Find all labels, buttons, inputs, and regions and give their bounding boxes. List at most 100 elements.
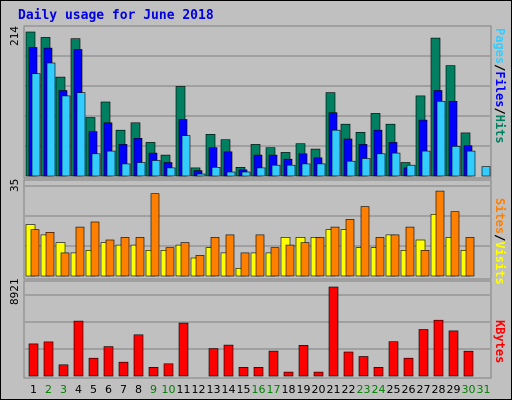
sites-bar: [225, 234, 235, 277]
x-tick-label: 31: [477, 383, 491, 396]
kbytes-bar: [73, 320, 84, 377]
kbytes-ymax-label: 8921: [8, 279, 21, 306]
hits-legend-part: /: [493, 64, 507, 71]
chart-panels: [23, 25, 492, 379]
kbytes-bar: [28, 343, 39, 377]
pages-bar: [361, 158, 371, 177]
pages-bar: [286, 164, 296, 177]
x-tick-label: 20: [312, 383, 326, 396]
x-tick-label: 27: [417, 383, 431, 396]
sites-bar: [465, 237, 475, 277]
sites-bar: [180, 242, 190, 277]
pages-bar: [31, 73, 41, 177]
x-tick-label: 23: [357, 383, 371, 396]
x-tick-label: 14: [222, 383, 236, 396]
kbytes-bar: [298, 344, 309, 377]
pages-bar: [331, 129, 341, 177]
kbytes-bar: [328, 286, 339, 377]
sites-bar: [450, 211, 460, 277]
sites-bar: [165, 247, 175, 277]
visits-legend: Sites/Visits: [493, 198, 507, 285]
x-axis-labels: 1 2 3 4 5 6 7 8 9 10 11 12 13 14 15 16 17 18 19 20 21 22 23 24 2…: [30, 383, 491, 396]
pages-bar: [121, 163, 131, 177]
x-tick-label: 6: [105, 383, 112, 396]
sites-bar: [330, 226, 340, 277]
pages-bar: [481, 166, 491, 177]
sites-bar: [270, 247, 280, 277]
kbytes-legend: KBytes: [493, 320, 507, 363]
sites-bar: [420, 250, 430, 277]
pages-bar: [241, 171, 251, 177]
visits-legend-part: /: [493, 234, 507, 241]
x-tick-label: 30: [462, 383, 476, 396]
kbytes-bar: [463, 350, 474, 377]
kbytes-bar: [88, 357, 99, 377]
sites-bar: [210, 237, 220, 277]
kbytes-bar: [283, 371, 294, 377]
hits-legend-part: /: [493, 107, 507, 114]
sites-bar: [435, 190, 445, 277]
hits-legend: Pages/Files/Hits: [493, 28, 507, 144]
pages-bar: [76, 92, 86, 177]
hits-legend-part: Pages: [493, 28, 507, 64]
kbytes-bar: [418, 329, 429, 377]
kbytes-bar: [433, 319, 444, 377]
pages-bar: [406, 164, 416, 177]
pages-bar: [211, 167, 221, 177]
kbytes-bar: [43, 341, 54, 377]
kbytes-legend-part: KBytes: [493, 320, 507, 363]
chart-bars: [25, 31, 491, 377]
pages-bar: [61, 95, 71, 177]
pages-bar: [106, 150, 116, 177]
x-tick-label: 17: [267, 383, 281, 396]
sites-bar: [360, 206, 370, 277]
x-tick-label: 11: [177, 383, 191, 396]
pages-bar: [301, 163, 311, 177]
x-tick-label: 24: [372, 383, 386, 396]
x-tick-label: 18: [282, 383, 296, 396]
x-tick-label: 12: [192, 383, 206, 396]
kbytes-bar: [373, 366, 384, 377]
sites-bar: [135, 237, 145, 277]
pages-bar: [196, 173, 206, 177]
x-tick-label: 26: [402, 383, 416, 396]
pages-bar: [151, 160, 161, 177]
kbytes-bar: [343, 351, 354, 377]
sites-bar: [60, 252, 70, 277]
x-tick-label: 5: [90, 383, 97, 396]
x-tick-label: 22: [342, 383, 356, 396]
kbytes-bar: [358, 356, 369, 377]
x-tick-label: 8: [135, 383, 142, 396]
hits-legend-part: Files: [493, 71, 507, 107]
kbytes-bar: [223, 344, 234, 377]
hits-ymax-label: 214: [8, 26, 21, 46]
x-tick-label: 7: [120, 383, 127, 396]
kbytes-bar: [403, 357, 414, 377]
x-tick-label: 25: [387, 383, 401, 396]
sites-bar: [375, 237, 385, 277]
kbytes-bar: [313, 371, 324, 377]
sites-bar: [90, 221, 100, 277]
sites-bar: [405, 226, 415, 277]
x-tick-label: 2: [45, 383, 52, 396]
kbytes-bar: [208, 348, 219, 377]
visits-legend-part: Visits: [493, 241, 507, 284]
kbytes-bar: [163, 363, 174, 377]
x-tick-label: 1: [30, 383, 37, 396]
sites-bar: [45, 232, 55, 277]
pages-bar: [226, 171, 236, 177]
right-legends: Pages/Files/Hits Sites/Visits KBytes: [493, 28, 507, 363]
x-tick-label: 21: [327, 383, 341, 396]
kbytes-bar: [268, 350, 279, 377]
x-tick-label: 13: [207, 383, 221, 396]
kbytes-bar: [388, 341, 399, 377]
x-tick-label: 3: [60, 383, 67, 396]
x-tick-label: 10: [162, 383, 176, 396]
pages-bar: [451, 146, 461, 177]
pages-bar: [166, 167, 176, 177]
kbytes-bar: [448, 330, 459, 377]
pages-bar: [91, 153, 101, 177]
pages-bar: [391, 152, 401, 177]
sites-bar: [75, 226, 85, 277]
